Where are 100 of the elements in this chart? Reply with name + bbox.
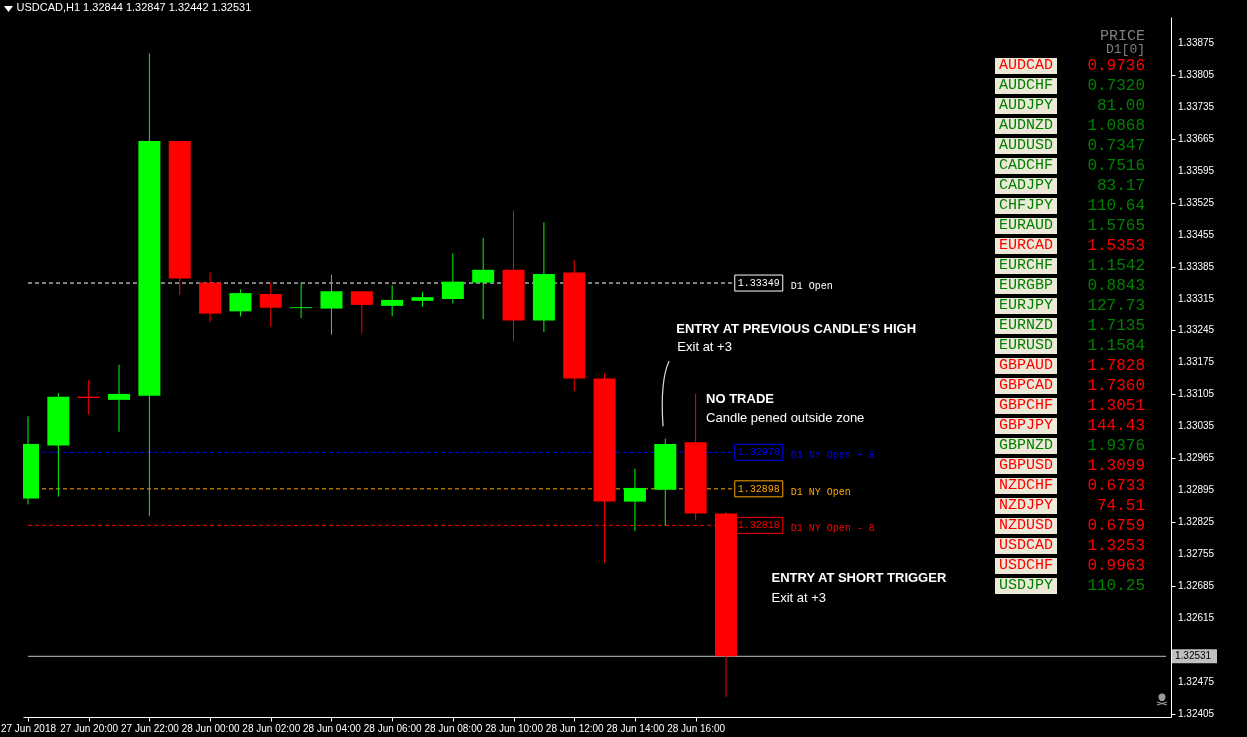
text: 0.9736 [1087, 57, 1145, 75]
x-tick-label: 28 Jun 02:00 [242, 722, 301, 734]
text: 1.9376 [1087, 437, 1145, 455]
text: 1.1542 [1087, 257, 1145, 275]
x-tick-label: 28 Jun 16:00 [667, 722, 726, 734]
text: 1.5765 [1087, 217, 1145, 235]
text: 1.32978 D1 NY Open + 8 [737, 447, 875, 462]
text: 1.33349 D1 Open [737, 278, 833, 293]
category-label: AUDNZD [995, 117, 1058, 134]
y-tick-label: 1.33455 [1178, 228, 1215, 240]
y-tick-label: 1.33665 [1178, 132, 1215, 144]
y-tick-label: 1.33595 [1178, 164, 1215, 176]
text: 1.3051 [1087, 397, 1145, 415]
category-label: AUDCHF [995, 77, 1058, 94]
text: 1.1584 [1087, 337, 1145, 355]
category-label: AUDJPY [995, 97, 1058, 114]
text: 1.7135 [1087, 317, 1145, 335]
text: 1.7828 [1087, 357, 1145, 375]
text: 1.7360 [1087, 377, 1145, 395]
text: 1.3099 [1087, 457, 1145, 475]
y-tick-label: 1.33385 [1178, 260, 1215, 272]
text: 1.5353 [1087, 237, 1145, 255]
text: 0.9963 [1087, 557, 1145, 575]
category-label: EURCHF [995, 257, 1058, 274]
category-label: USDCAD [995, 537, 1058, 554]
category-label: CHFJPY [995, 197, 1058, 214]
x-tick-label: 27 Jun 20:00 [60, 722, 119, 734]
text: 1.32898 D1 NY Open [737, 483, 851, 498]
y-tick-label: 1.32755 [1178, 548, 1215, 560]
annotation: NO TRADE [706, 391, 775, 407]
category-label: GBPAUD [995, 357, 1058, 374]
category-label: CADCHF [995, 157, 1058, 174]
x-tick-label: 28 Jun 00:00 [181, 722, 240, 734]
category-label: AUDCAD [995, 57, 1058, 74]
y-tick-label: 1.33245 [1178, 324, 1215, 336]
annotation: Exit at +3 [771, 590, 827, 605]
y-tick-label: 1.32825 [1178, 516, 1215, 528]
category-label: EURAUD [995, 217, 1058, 234]
text: D1[0] [1105, 42, 1145, 57]
y-tick-label: 1.33525 [1178, 196, 1215, 208]
category-label: EURGBP [995, 277, 1058, 294]
text: 0.6759 [1087, 517, 1145, 535]
y-tick-label: 1.33805 [1178, 68, 1215, 80]
category-label: GBPJPY [995, 417, 1058, 434]
y-tick-label: 1.32615 [1178, 611, 1215, 623]
text: 0.8843 [1087, 277, 1145, 295]
category-label: USDCHF [995, 557, 1058, 574]
chart-title: USDCAD,H1 1.32844 1.32847 1.32442 1.32531 [16, 1, 252, 13]
text: 81.00 [1096, 97, 1145, 115]
y-tick-label: 1.32475 [1178, 675, 1215, 687]
text: 110.64 [1087, 197, 1145, 215]
category-label: CADJPY [995, 177, 1058, 194]
text: 1.0868 [1087, 117, 1145, 135]
category-label: AUDUSD [995, 137, 1058, 154]
category-label: EURCAD [995, 237, 1058, 254]
category-label: EURNZD [995, 317, 1058, 334]
text: 0.7516 [1087, 157, 1145, 175]
text: PRICE [1099, 28, 1145, 45]
y-tick-label: 1.32685 [1178, 580, 1215, 592]
y-tick-label: 1.33175 [1178, 356, 1215, 368]
category-label: EURUSD [995, 337, 1058, 354]
y-tick-label: 1.33735 [1178, 100, 1215, 112]
x-tick-label: 28 Jun 06:00 [363, 722, 423, 734]
text: 110.25 [1087, 577, 1145, 595]
category-label: GBPUSD [995, 457, 1058, 474]
y-tick-label: 1.33105 [1178, 388, 1215, 400]
text: 144.43 [1087, 417, 1145, 435]
y-tick-label: 1.32965 [1178, 452, 1215, 464]
x-tick-label: 28 Jun 10:00 [485, 722, 544, 734]
x-tick-label: 28 Jun 08:00 [424, 722, 483, 734]
text: 1.32818 D1 NY Open - 8 [737, 520, 875, 535]
y-tick-label: 1.33035 [1178, 420, 1215, 432]
y-tick-label: 1.32405 [1178, 707, 1215, 719]
y-tick-label: 1.33875 [1178, 37, 1215, 49]
x-tick-label: 27 Jun 22:00 [120, 722, 180, 734]
x-tick-label: 28 Jun 04:00 [303, 722, 362, 734]
category-label: EURJPY [995, 297, 1058, 314]
y-tick-label: 1.33315 [1178, 292, 1215, 304]
category-label: GBPCAD [995, 377, 1058, 394]
annotation: Candle pened outside zone [706, 410, 865, 426]
text: 0.7347 [1087, 137, 1145, 155]
x-tick-label: 28 Jun 14:00 [606, 722, 665, 734]
x-tick-label: 27 Jun 2018 [0, 722, 57, 734]
category-label: NZDJPY [995, 497, 1058, 514]
text: 83.17 [1096, 177, 1145, 195]
annotation: ENTRY AT PREVIOUS CANDLE’S HIGH [676, 320, 917, 336]
category-label: NZDUSD [995, 517, 1058, 534]
y-tick-label: 1.32895 [1178, 484, 1215, 496]
text: 127.73 [1087, 297, 1145, 315]
x-tick-label: 28 Jun 12:00 [545, 722, 605, 734]
category-label: GBPCHF [995, 397, 1058, 414]
category-label: GBPNZD [995, 437, 1058, 454]
category-label: USDJPY [995, 577, 1058, 594]
text: 74.51 [1096, 497, 1145, 515]
text: 0.7320 [1087, 77, 1145, 95]
text: 0.6733 [1087, 477, 1145, 495]
text: 1.3253 [1087, 537, 1145, 555]
category-label: NZDCHF [995, 477, 1058, 494]
ref-line-label: 1.32531 [1175, 650, 1212, 662]
annotation: Exit at +3 [677, 339, 732, 355]
